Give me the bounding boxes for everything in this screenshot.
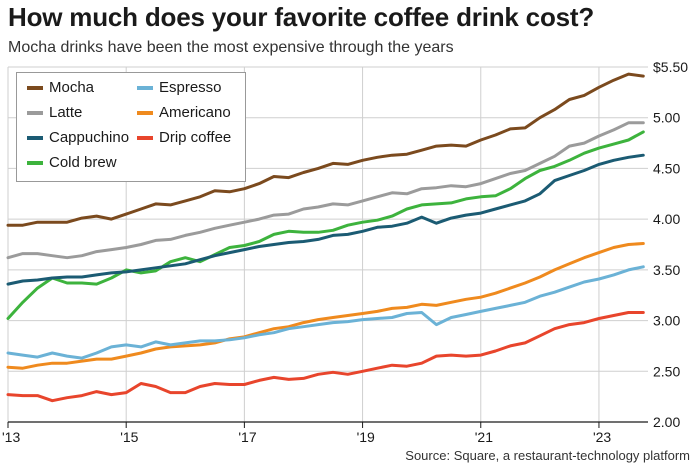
x-tick-label: '19 (357, 429, 375, 445)
legend-label: Cold brew (49, 154, 117, 171)
legend-swatch (137, 85, 153, 90)
legend-item-latte: Latte (27, 104, 82, 121)
axes (7, 421, 648, 428)
legend-label: Drip coffee (159, 129, 232, 146)
y-tick-label: 2.50 (653, 363, 680, 379)
x-tick-label: '13 (2, 429, 20, 445)
legend-swatch (27, 135, 43, 140)
legend-item-cappuchino: Cappuchino (27, 129, 129, 146)
series-line-cold-brew (6, 130, 645, 320)
legend-item-americano: Americano (137, 104, 231, 121)
x-tick-label: '21 (475, 429, 493, 445)
y-tick-label: 4.00 (653, 211, 680, 227)
legend-item-espresso: Espresso (137, 79, 222, 96)
legend-label: Cappuchino (49, 129, 130, 146)
x-tick-label: '17 (238, 429, 256, 445)
legend-item-cold-brew: Cold brew (27, 154, 117, 171)
legend-label: Latte (49, 104, 83, 121)
series-line-mocha (6, 72, 645, 227)
legend: Mocha Espresso Latte Americano Cappuchino Dri… (16, 72, 246, 182)
series-line-drip-coffee (6, 311, 645, 403)
y-tick-label: 2.00 (653, 414, 680, 430)
legend-item-mocha: Mocha (27, 79, 94, 96)
legend-label: Americano (159, 104, 231, 121)
y-tick-label: $5.50 (653, 59, 688, 75)
chart-title: How much does your favorite coffee drink… (8, 2, 595, 32)
y-tick-label: 3.50 (653, 262, 680, 278)
legend-swatch (27, 160, 43, 165)
y-tick-label: 5.00 (653, 110, 680, 126)
legend-label: Mocha (49, 79, 95, 96)
legend-swatch (27, 110, 43, 115)
series-line-espresso (6, 265, 645, 360)
y-tick-label: 3.00 (653, 313, 680, 329)
y-tick-labels: 2.00 2.50 3.00 3.50 4.00 4.50 5.00 $5.50 (653, 59, 688, 430)
legend-swatch (137, 135, 153, 140)
legend-swatch (137, 110, 153, 115)
x-tick-label: '15 (120, 429, 138, 445)
chart-subtitle: Mocha drinks have been the most expensiv… (8, 39, 454, 56)
legend-label: Espresso (159, 79, 222, 96)
series-line-cappuchino (6, 153, 645, 286)
x-tick-labels: '13 '15 '17 '19 '21 '23 (2, 429, 611, 445)
source-note: Source: Square, a restaurant-technology … (405, 448, 690, 463)
series-lines (6, 72, 645, 403)
legend-item-drip-coffee: Drip coffee (137, 129, 231, 146)
legend-swatch (27, 85, 43, 90)
y-tick-label: 4.50 (653, 160, 680, 176)
series-line-latte (6, 121, 645, 260)
series-line-americano (6, 242, 645, 370)
x-tick-label: '23 (593, 429, 611, 445)
